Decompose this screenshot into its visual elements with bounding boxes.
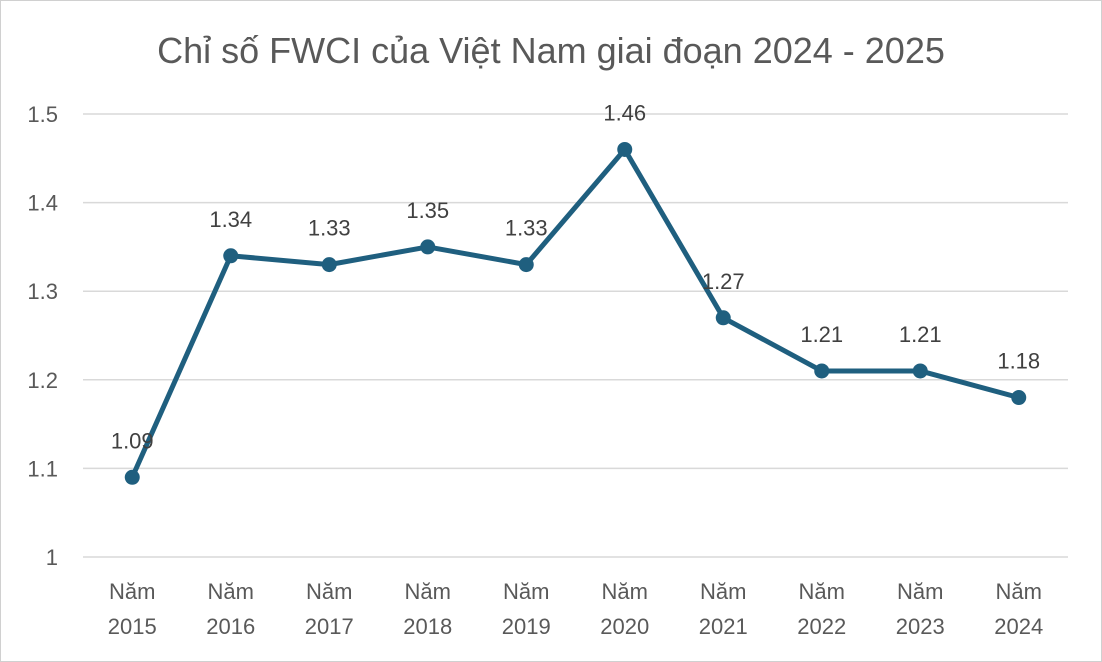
data-label: 1.21 xyxy=(800,322,843,347)
data-point xyxy=(617,141,633,157)
data-label: 1.34 xyxy=(209,207,252,232)
data-label: 1.21 xyxy=(899,322,942,347)
x-tick-label: Năm xyxy=(405,579,451,604)
x-tick-label: 2019 xyxy=(502,614,551,639)
data-point xyxy=(321,257,337,273)
x-tick-label: 2024 xyxy=(994,614,1043,639)
data-label: 1.18 xyxy=(997,349,1040,374)
data-label: 1.46 xyxy=(603,100,646,125)
x-tick-label: Năm xyxy=(700,579,746,604)
x-tick-label: Năm xyxy=(306,579,352,604)
data-point xyxy=(223,248,239,264)
x-tick-label: 2016 xyxy=(206,614,255,639)
x-tick-label: Năm xyxy=(602,579,648,604)
data-label: 1.09 xyxy=(111,428,154,453)
x-tick-label: 2018 xyxy=(403,614,452,639)
data-point xyxy=(1011,390,1027,406)
y-tick-label: 1.2 xyxy=(27,368,58,393)
y-tick-label: 1.1 xyxy=(27,456,58,481)
y-axis-ticks: 1 1.1 1.2 1.3 1.4 1.5 xyxy=(27,102,58,570)
data-label: 1.35 xyxy=(406,198,449,223)
data-label: 1.33 xyxy=(505,216,548,241)
x-tick-label: 2023 xyxy=(896,614,945,639)
data-label: 1.27 xyxy=(702,269,745,294)
y-tick-label: 1.4 xyxy=(27,191,58,216)
x-tick-label: Năm xyxy=(897,579,943,604)
data-point xyxy=(420,239,436,255)
y-tick-label: 1 xyxy=(46,545,58,570)
x-tick-label: 2020 xyxy=(600,614,649,639)
series-group xyxy=(124,141,1027,485)
data-point xyxy=(814,363,830,379)
x-axis-ticks: Năm 2015 Năm 2016 Năm 2017 Năm 2018 Năm 2019 Năm 20… xyxy=(108,579,1043,639)
data-point xyxy=(715,310,731,326)
x-tick-label: 2022 xyxy=(797,614,846,639)
y-tick-label: 1.3 xyxy=(27,279,58,304)
gridlines xyxy=(83,113,1068,558)
data-label: 1.33 xyxy=(308,216,351,241)
data-labels: 1.09 1.34 1.33 1.35 1.33 1.46 1.27 1.21 1.21 1.18 xyxy=(111,100,1040,453)
x-tick-label: 2017 xyxy=(305,614,354,639)
x-tick-label: Năm xyxy=(996,579,1042,604)
x-tick-label: 2021 xyxy=(699,614,748,639)
series-line xyxy=(129,146,1022,480)
data-point xyxy=(518,257,534,273)
chart-title: Chỉ số FWCI của Việt Nam giai đoạn 2024 … xyxy=(157,30,945,71)
data-point xyxy=(912,363,928,379)
data-point xyxy=(124,469,140,485)
x-tick-label: Năm xyxy=(109,579,155,604)
x-tick-label: Năm xyxy=(503,579,549,604)
x-tick-label: Năm xyxy=(799,579,845,604)
x-tick-label: 2015 xyxy=(108,614,157,639)
y-tick-label: 1.5 xyxy=(27,102,58,127)
x-tick-label: Năm xyxy=(208,579,254,604)
